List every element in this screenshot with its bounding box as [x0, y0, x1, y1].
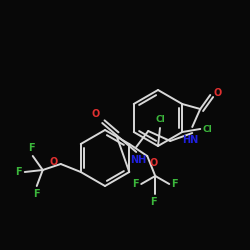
Text: F: F — [132, 179, 139, 189]
Text: O: O — [149, 158, 158, 168]
Text: O: O — [92, 109, 100, 119]
Text: F: F — [34, 189, 40, 199]
Text: O: O — [50, 157, 58, 167]
Text: O: O — [213, 88, 222, 98]
Text: F: F — [150, 197, 156, 207]
Text: NH: NH — [130, 155, 146, 165]
Text: F: F — [15, 167, 22, 177]
Text: F: F — [28, 143, 35, 153]
Text: Cl: Cl — [202, 124, 212, 134]
Text: Cl: Cl — [155, 115, 165, 124]
Text: F: F — [171, 179, 178, 189]
Text: HN: HN — [182, 135, 198, 145]
